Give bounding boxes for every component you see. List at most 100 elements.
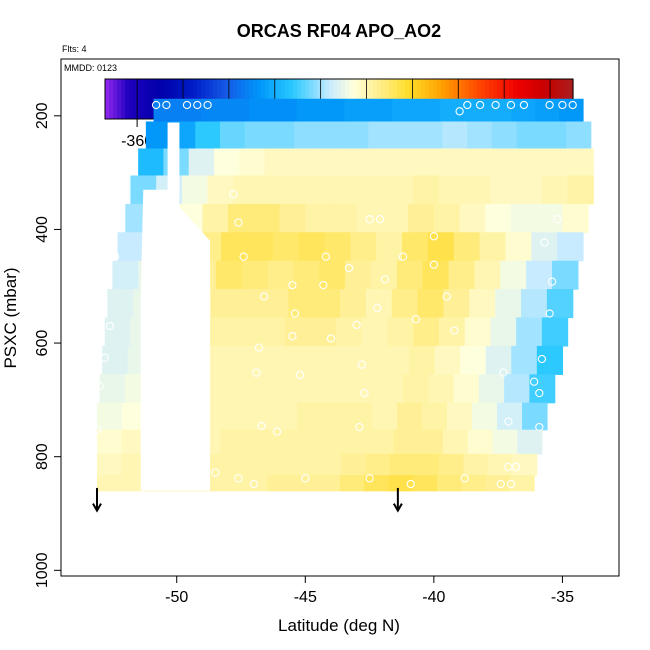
chart-title: ORCAS RF04 APO_AO2	[237, 21, 441, 41]
y-axis: 200 400 600 800 1000	[34, 102, 61, 588]
mmdd-label: MMDD: 0123	[64, 63, 117, 73]
heatmap-cell	[145, 121, 172, 150]
heatmap-cell	[517, 429, 543, 455]
y-tick-label: 1000	[34, 552, 51, 588]
heatmap-cell	[236, 289, 264, 319]
heatmap-cell	[104, 317, 132, 347]
sample-circle	[254, 343, 264, 352]
heatmap-cell	[376, 232, 403, 262]
sample-circle	[365, 215, 374, 224]
sample-circle	[504, 462, 513, 472]
heatmap-cell	[391, 289, 419, 319]
heatmap-cell	[336, 175, 363, 205]
sample-circle	[558, 100, 567, 110]
colorbar-cell	[113, 79, 118, 119]
sample-circle	[301, 474, 310, 483]
heatmap-cell	[293, 260, 320, 290]
heatmap-cell	[316, 453, 342, 476]
heatmap-cell	[112, 260, 139, 290]
heatmap-cell	[485, 475, 511, 492]
colorbar-cell	[137, 79, 142, 119]
heatmap-cell	[350, 232, 377, 262]
heatmap-cell	[521, 289, 548, 319]
sample-circle	[519, 100, 529, 110]
sample-circle	[540, 238, 549, 247]
heatmap-cell	[485, 203, 512, 233]
sample-circle	[162, 100, 171, 110]
heatmap-cell	[387, 175, 414, 205]
heatmap-cell	[557, 232, 584, 262]
heatmap-cell	[391, 148, 417, 177]
sample-circle	[506, 479, 516, 489]
heatmap-cell	[215, 260, 243, 290]
heatmap-cell	[357, 345, 385, 375]
heatmap-cell	[210, 289, 238, 319]
heatmap-cell	[463, 453, 489, 476]
sample-circle	[455, 107, 464, 116]
heatmap-cell	[268, 453, 294, 476]
heatmap-cell	[433, 203, 461, 233]
heatmap-cell	[427, 232, 455, 262]
x-tick-label: -40	[422, 589, 445, 606]
colorbar-cell	[145, 79, 150, 119]
heatmap-cell	[306, 345, 333, 375]
flight-arrows	[92, 487, 403, 513]
heatmap-cell	[368, 121, 394, 150]
heatmap-cell	[361, 175, 389, 205]
heatmap-cell	[377, 374, 404, 404]
heatmap-cell	[439, 453, 465, 476]
heatmap-cell	[408, 203, 435, 233]
heatmap-cell	[479, 232, 507, 262]
heatmap-cell	[294, 429, 321, 455]
sample-circle	[360, 388, 369, 398]
heatmap-cell	[442, 121, 468, 150]
arrow-head	[392, 503, 403, 513]
heatmap-cell	[294, 121, 320, 150]
heatmap-cell	[490, 317, 517, 347]
heatmap-cell	[467, 429, 494, 455]
sample-circle	[259, 292, 269, 301]
sample-circle	[398, 252, 408, 261]
sample-circle	[506, 100, 516, 110]
heatmap-cell	[249, 98, 274, 123]
heatmap-cell	[536, 203, 564, 233]
heatmap-cell	[318, 121, 345, 150]
heatmap-cell	[218, 475, 244, 492]
heatmap-cell	[298, 232, 326, 262]
heatmap-cell	[315, 475, 341, 492]
heatmap-cell	[392, 98, 417, 123]
heatmap-cell	[97, 429, 123, 455]
sample-circle	[357, 360, 367, 369]
heatmap-cell	[469, 289, 496, 319]
heatmap-cell	[559, 98, 584, 123]
sample-circle	[321, 252, 331, 261]
heatmap-cell	[412, 475, 438, 492]
heatmap-cell	[356, 203, 384, 233]
heatmap-cell	[251, 374, 278, 404]
heatmap-cell	[188, 148, 215, 177]
heatmap-cell	[102, 345, 129, 375]
missing-column-gap	[140, 122, 211, 491]
heatmap-cell	[245, 429, 271, 455]
heatmap-cell	[372, 402, 398, 431]
sample-circle	[92, 425, 102, 434]
heatmap-cell	[511, 345, 538, 375]
heatmap-cell	[393, 429, 419, 455]
heatmap-cell	[562, 203, 589, 233]
heatmap-cell	[417, 289, 445, 319]
heatmap-cell	[516, 175, 543, 205]
heatmap-cell	[467, 121, 493, 150]
sample-circle	[252, 368, 261, 377]
heatmap-cell	[247, 402, 273, 431]
heatmap-cell	[505, 232, 532, 262]
sample-circle	[239, 252, 248, 261]
heatmap-cell	[364, 475, 390, 492]
heatmap-cell	[487, 453, 513, 476]
sample-circle	[151, 100, 161, 110]
heatmap-cell	[487, 98, 513, 123]
heatmap-cell	[422, 402, 448, 431]
heatmap-cell	[414, 453, 440, 476]
heatmap-cell	[541, 121, 567, 150]
heatmap-cell	[272, 98, 298, 123]
heatmap-cell	[517, 148, 544, 177]
